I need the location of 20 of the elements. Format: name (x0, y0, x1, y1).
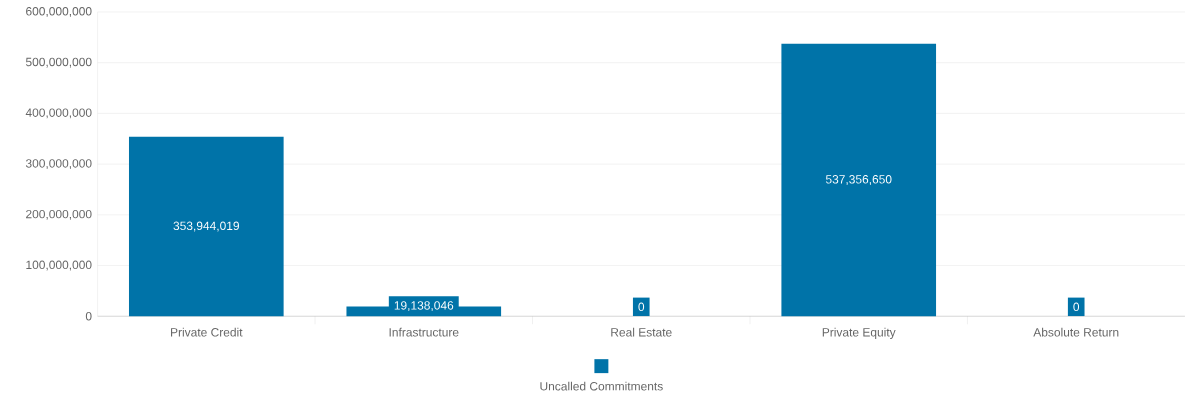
x-tick-label: Private Credit (171, 327, 243, 337)
data-label: 0 (1073, 302, 1080, 312)
bar (781, 43, 937, 317)
data-label: 537,356,650 (825, 175, 892, 185)
data-label: 19,138,046 (394, 301, 454, 312)
y-tick-label: 600,000,000 (26, 7, 92, 17)
data-label: 0 (638, 302, 645, 312)
bar (128, 136, 284, 317)
data-label: 353,944,019 (173, 221, 240, 232)
y-tick-label: 400,000,000 (25, 108, 92, 119)
x-tick-label: Infrastructure (389, 327, 459, 337)
y-tick-label: 500,000,000 (25, 57, 92, 68)
x-tick-label: Real Estate (611, 327, 672, 337)
y-tick-label: 300,000,000 (25, 159, 92, 170)
legend-label: Uncalled Commitments (540, 381, 663, 391)
y-tick-label: 100,000,000 (26, 260, 92, 271)
y-tick-label: 0 (85, 311, 92, 321)
x-tick-label: Private Equity (822, 327, 896, 339)
y-tick-label: 200,000,000 (26, 209, 92, 220)
x-tick-label: Absolute Return (1033, 327, 1119, 337)
